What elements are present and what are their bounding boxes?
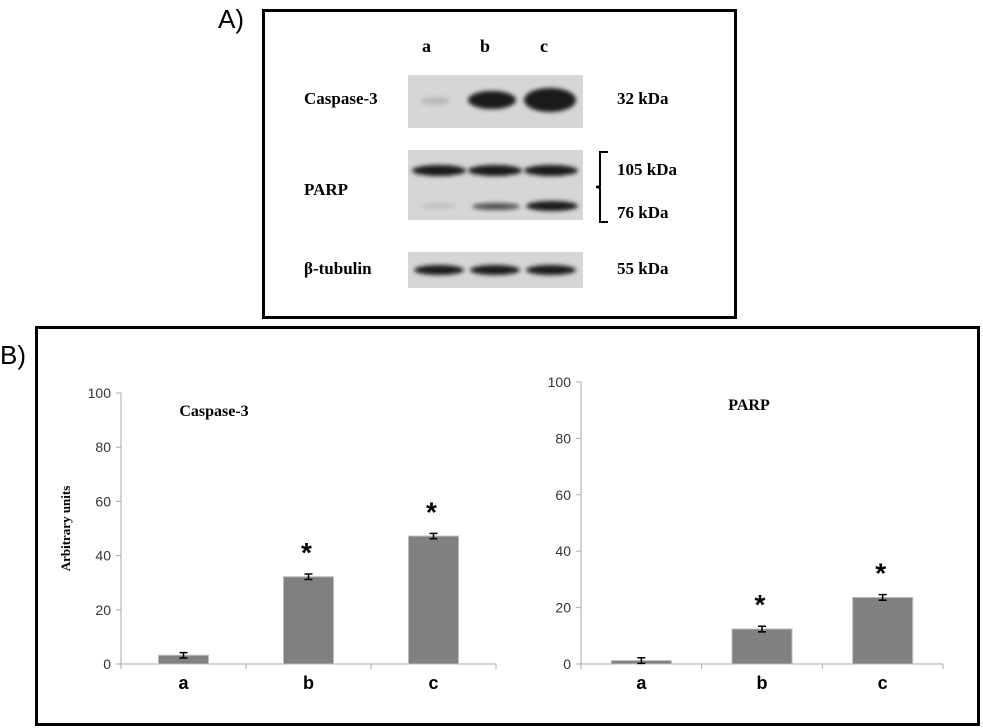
bar-c xyxy=(408,535,459,665)
y-tick-label: 0 xyxy=(563,656,571,672)
x-tick-label: b xyxy=(303,673,314,693)
y-tick-label: 80 xyxy=(555,430,571,446)
lane-label-c: c xyxy=(540,36,548,56)
band xyxy=(524,88,576,112)
size-32kda: 32 kDa xyxy=(617,89,669,108)
significance-asterisk: * xyxy=(755,589,766,620)
error-bar xyxy=(758,625,766,633)
band xyxy=(470,265,520,275)
x-tick-label: c xyxy=(428,673,438,693)
y-tick-label: 0 xyxy=(103,656,111,672)
band xyxy=(412,165,466,176)
y-tick-label: 20 xyxy=(555,600,571,616)
chart-title: Caspase-3 xyxy=(179,403,248,420)
band xyxy=(524,165,578,176)
band xyxy=(472,203,520,210)
x-tick-label: a xyxy=(636,673,647,693)
y-tick-label: 40 xyxy=(95,548,111,564)
significance-asterisk: * xyxy=(426,496,437,527)
band xyxy=(468,165,522,176)
y-tick-label: 20 xyxy=(95,602,111,618)
significance-asterisk: * xyxy=(875,558,886,589)
size-55kda: 55 kDa xyxy=(617,259,669,278)
significance-asterisk: * xyxy=(301,537,312,568)
band xyxy=(468,91,516,109)
lane-label-a: a xyxy=(422,36,431,56)
y-tick-label: 80 xyxy=(95,439,111,455)
band xyxy=(420,97,450,105)
bar-c xyxy=(852,596,914,665)
error-bar xyxy=(878,593,887,602)
blot-caspase3 xyxy=(408,75,583,128)
blot-label-tubulin: β-tubulin xyxy=(304,259,372,278)
blot-label-caspase3: Caspase-3 xyxy=(304,89,378,108)
x-tick-label: a xyxy=(178,673,189,693)
band xyxy=(526,265,576,275)
y-tick-label: 100 xyxy=(548,374,572,390)
bracket xyxy=(596,151,608,223)
error-bar xyxy=(637,657,646,665)
bar-b xyxy=(283,576,334,665)
panel-a-box xyxy=(262,9,737,319)
error-bar xyxy=(179,651,188,659)
panel-a-label: A) xyxy=(218,4,244,34)
band xyxy=(526,201,578,211)
bar-b xyxy=(731,628,793,665)
y-axis-label: Arbitrary units xyxy=(58,486,73,572)
panel-b-box xyxy=(35,326,980,726)
error-bar xyxy=(429,532,438,540)
band xyxy=(414,265,464,275)
size-76kda: 76 kDa xyxy=(617,203,669,222)
y-tick-label: 100 xyxy=(88,385,112,401)
chart-title: PARP xyxy=(728,397,770,414)
error-bar xyxy=(304,573,313,581)
x-tick-label: c xyxy=(878,673,888,693)
x-tick-label: b xyxy=(757,673,768,693)
blot-label-parp: PARP xyxy=(304,180,349,199)
y-tick-label: 60 xyxy=(95,493,111,509)
size-105kda: 105 kDa xyxy=(617,160,677,179)
y-tick-label: 40 xyxy=(555,543,571,559)
lane-label-b: b xyxy=(480,36,491,56)
y-tick-label: 60 xyxy=(555,487,571,503)
blot-parp xyxy=(408,150,583,220)
band xyxy=(420,204,456,208)
panel-b-label: B) xyxy=(0,340,26,370)
blot-tubulin xyxy=(408,252,583,288)
